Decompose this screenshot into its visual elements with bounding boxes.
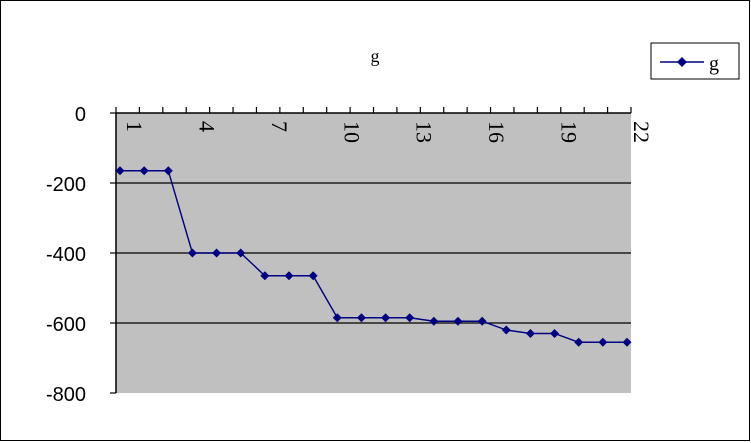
data-point: [212, 248, 222, 258]
legend-box: [650, 42, 740, 80]
x-axis: 1 4 7 10 13 16 19 22: [115, 107, 654, 143]
x-tick-label: 22: [629, 121, 654, 143]
data-point: [308, 271, 318, 281]
data-point: [525, 329, 535, 338]
series-line-g: [120, 170, 627, 343]
data-point: [477, 316, 487, 326]
data-point: [332, 313, 342, 323]
x-tick-label: 7: [267, 121, 292, 132]
x-tick-label: 4: [194, 121, 219, 132]
data-point: [381, 313, 391, 323]
data-point: [284, 271, 294, 281]
y-tick-label: -200: [46, 174, 86, 196]
data-point: [598, 337, 608, 347]
data-point: [574, 337, 584, 347]
data-point: [187, 248, 197, 258]
chart-title: g: [371, 46, 380, 66]
x-tick-label: 1: [122, 121, 147, 132]
data-point: [115, 166, 125, 176]
data-point: [550, 329, 560, 338]
y-tick-label: -400: [46, 244, 86, 266]
data-point: [356, 313, 366, 323]
x-tick-label: 13: [412, 121, 437, 143]
data-point: [163, 166, 173, 176]
data-point: [453, 316, 463, 326]
legend-marker-swatch: [677, 57, 687, 67]
data-point: [622, 337, 632, 347]
legend: g: [650, 42, 740, 80]
y-tick-label: -800: [46, 384, 86, 406]
y-tick-label: -600: [46, 314, 86, 336]
y-tick-label: 0: [75, 104, 86, 126]
legend-label: g: [709, 53, 719, 75]
data-point: [405, 313, 415, 323]
x-tick-label: 19: [557, 121, 582, 143]
series-g: [115, 166, 632, 347]
data-point: [429, 316, 439, 326]
data-point: [139, 166, 149, 176]
data-point: [501, 325, 511, 335]
x-tick-label: 10: [339, 121, 364, 143]
y-axis: 0 -200 -400 -600 -800: [46, 104, 117, 406]
data-point: [260, 271, 270, 281]
data-point: [236, 248, 246, 258]
x-tick-label: 16: [484, 121, 509, 143]
